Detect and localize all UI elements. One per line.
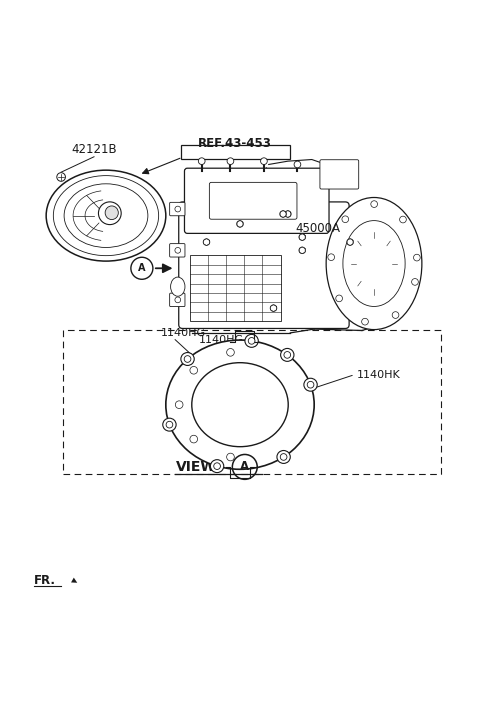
Text: 1140HG: 1140HG xyxy=(161,328,206,338)
Ellipse shape xyxy=(304,379,317,391)
Circle shape xyxy=(227,349,234,356)
Circle shape xyxy=(214,463,220,470)
Bar xyxy=(190,256,281,321)
Text: 1140HK: 1140HK xyxy=(357,370,401,379)
Circle shape xyxy=(361,318,368,325)
Circle shape xyxy=(184,356,191,363)
Circle shape xyxy=(248,338,255,344)
Circle shape xyxy=(270,305,277,312)
Text: 1140HG: 1140HG xyxy=(199,335,244,345)
Ellipse shape xyxy=(46,170,166,261)
Circle shape xyxy=(175,297,180,303)
Text: 42121B: 42121B xyxy=(71,143,117,156)
Circle shape xyxy=(198,158,205,165)
Ellipse shape xyxy=(181,352,194,365)
Circle shape xyxy=(227,454,234,461)
Circle shape xyxy=(166,422,173,428)
Circle shape xyxy=(294,161,301,168)
Circle shape xyxy=(342,216,348,223)
Text: VIEW: VIEW xyxy=(176,460,216,474)
Circle shape xyxy=(175,401,183,408)
Circle shape xyxy=(328,254,335,261)
Circle shape xyxy=(131,257,153,280)
Ellipse shape xyxy=(326,197,422,330)
Ellipse shape xyxy=(210,459,224,472)
Ellipse shape xyxy=(170,277,185,296)
FancyBboxPatch shape xyxy=(169,202,185,215)
Bar xyxy=(63,331,441,474)
Ellipse shape xyxy=(98,202,121,225)
Circle shape xyxy=(237,221,243,227)
Circle shape xyxy=(307,381,314,388)
Circle shape xyxy=(414,254,420,261)
Circle shape xyxy=(227,158,234,165)
Circle shape xyxy=(190,366,198,374)
Circle shape xyxy=(392,312,399,318)
Circle shape xyxy=(299,234,306,240)
Circle shape xyxy=(336,295,342,301)
Text: FR.: FR. xyxy=(34,574,56,587)
Text: A: A xyxy=(240,460,249,473)
Ellipse shape xyxy=(245,334,258,347)
Circle shape xyxy=(284,352,290,358)
FancyBboxPatch shape xyxy=(169,244,185,257)
FancyBboxPatch shape xyxy=(320,159,359,189)
Circle shape xyxy=(299,247,306,253)
Circle shape xyxy=(57,173,65,181)
FancyBboxPatch shape xyxy=(184,168,329,234)
Circle shape xyxy=(190,435,198,443)
Circle shape xyxy=(285,210,291,218)
Circle shape xyxy=(280,454,287,460)
Circle shape xyxy=(347,239,353,245)
FancyBboxPatch shape xyxy=(179,202,349,328)
Ellipse shape xyxy=(281,349,294,361)
Circle shape xyxy=(261,158,267,165)
Circle shape xyxy=(175,206,180,212)
Circle shape xyxy=(412,279,419,285)
Ellipse shape xyxy=(166,340,314,470)
Circle shape xyxy=(400,216,406,223)
Ellipse shape xyxy=(192,363,288,447)
Text: REF.43-453: REF.43-453 xyxy=(198,137,272,149)
FancyBboxPatch shape xyxy=(169,293,185,306)
FancyBboxPatch shape xyxy=(209,183,297,219)
Circle shape xyxy=(203,239,210,245)
Text: 45000A: 45000A xyxy=(295,222,340,234)
Circle shape xyxy=(280,210,287,218)
Ellipse shape xyxy=(163,418,176,431)
Ellipse shape xyxy=(105,206,118,220)
Ellipse shape xyxy=(277,451,290,464)
Circle shape xyxy=(175,248,180,253)
Text: A: A xyxy=(138,264,145,273)
Circle shape xyxy=(371,201,377,207)
